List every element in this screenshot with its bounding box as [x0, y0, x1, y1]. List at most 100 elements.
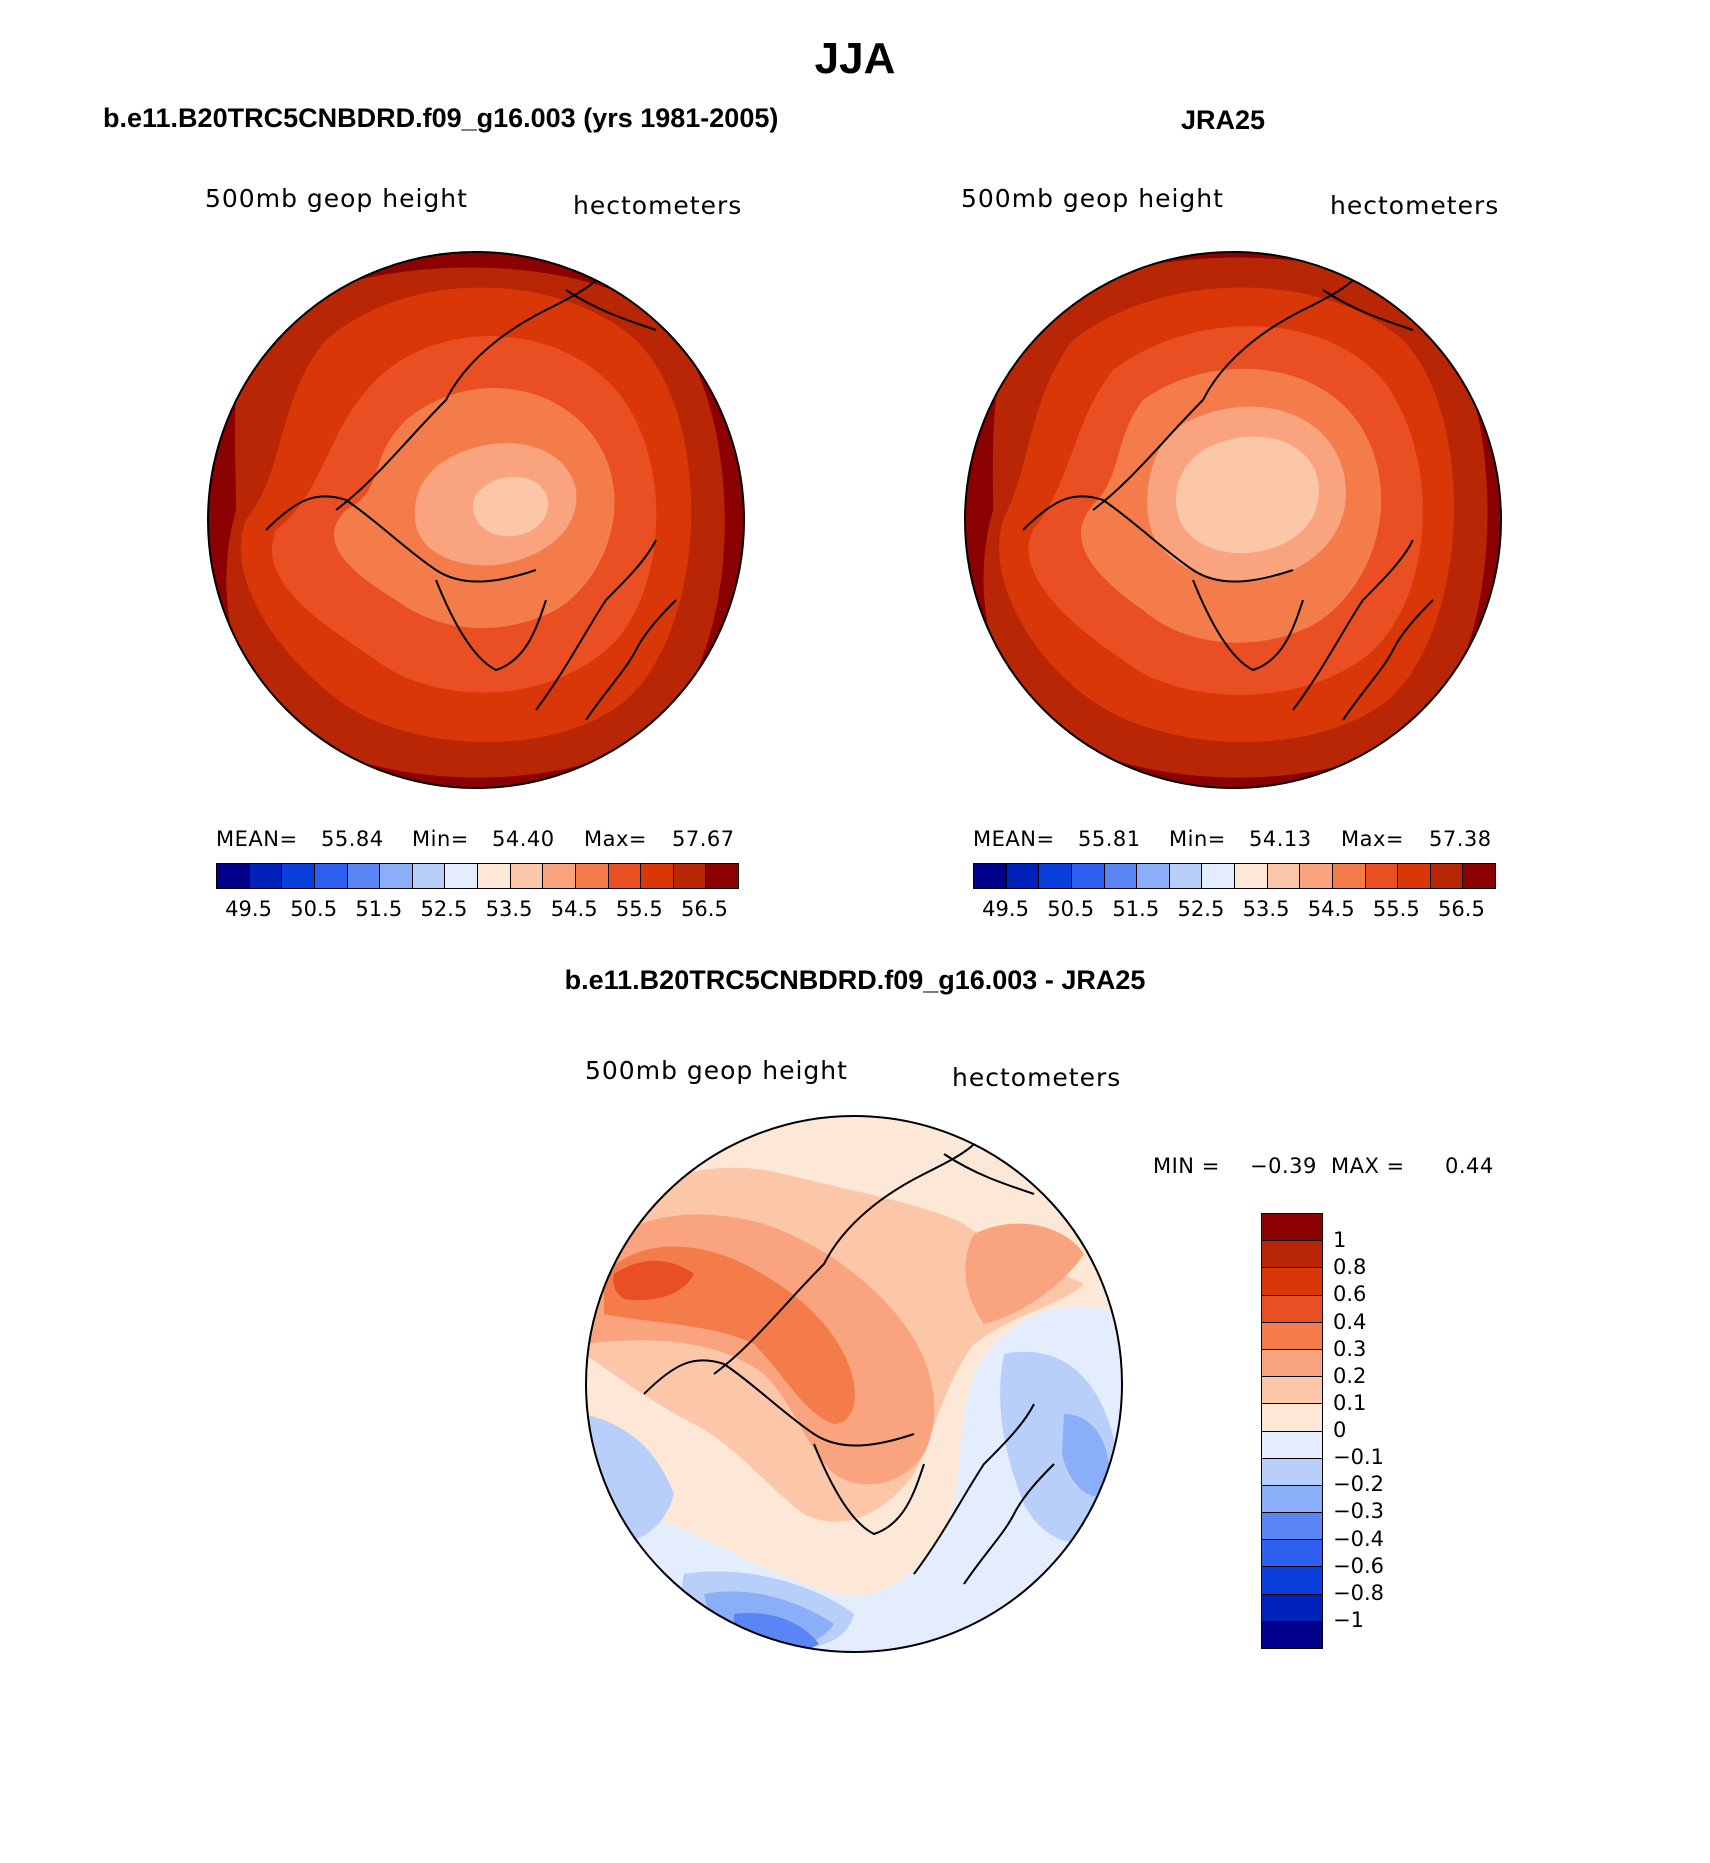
contour-0.2-east: [965, 1223, 1084, 1324]
colorbar-cell: [1262, 1295, 1322, 1323]
colorbar-cell: [1262, 1485, 1322, 1514]
colorbar-cell: [1262, 1404, 1322, 1432]
model-panel-title: b.e11.B20TRC5CNBDRD.f09_g16.003 (yrs 198…: [103, 103, 779, 133]
colorbar-tick-label: −0.2: [1333, 1472, 1384, 1497]
obs-panel-title: JRA25: [1181, 105, 1266, 135]
colorbar-cell: [1262, 1377, 1322, 1405]
obs-polar-map: [964, 251, 1502, 789]
colorbar-tick-label: 50.5: [1047, 897, 1095, 921]
model-units-label: hectometers: [573, 191, 743, 220]
colorbar-tick-label: 0.6: [1333, 1282, 1367, 1307]
obs-units-label: hectometers: [1330, 191, 1500, 220]
colorbar-cell: [380, 864, 413, 888]
colorbar-tick-label: −0.4: [1333, 1526, 1384, 1551]
obs-mean-value: 55.81: [1078, 827, 1141, 851]
contour-minus-0.1-east: [1000, 1351, 1122, 1544]
colorbar-cell: [608, 864, 642, 888]
coastlines: [265, 279, 712, 721]
colorbar-cell: [1235, 864, 1268, 888]
obs-max-value: 57.38: [1429, 827, 1492, 851]
colorbar-cell: [974, 864, 1007, 888]
model-polar-map: [207, 251, 745, 789]
diff-variable-label: 500mb geop height: [585, 1056, 848, 1085]
colorbar-cell: [1262, 1241, 1322, 1269]
colorbar-cell: [1262, 1594, 1322, 1622]
colorbar-cell: [314, 864, 348, 888]
model-max-label: Max=: [584, 827, 648, 851]
colorbar-tick-label: 56.5: [681, 897, 728, 921]
colorbar-tick-label: 55.5: [1372, 897, 1420, 921]
colorbar-tick-label: 53.5: [1242, 897, 1290, 921]
diff-panel-title: b.e11.B20TRC5CNBDRD.f09_g16.003 - JRA25: [564, 965, 1146, 995]
colorbar-cell: [1262, 1540, 1322, 1568]
colorbar-cell: [706, 864, 738, 888]
colorbar-tick-label: −0.1: [1333, 1445, 1384, 1470]
colorbar-tick-label: −1: [1333, 1607, 1364, 1632]
colorbar-cell: [1137, 864, 1170, 888]
colorbar-tick-label: 50.5: [290, 897, 338, 921]
colorbar-tick-label: 51.5: [355, 897, 403, 921]
colorbar-cell: [1071, 864, 1105, 888]
colorbar-tick-label: 1: [1333, 1228, 1347, 1253]
contour-54: [1175, 436, 1319, 554]
colorbar-tick-label: 0.3: [1333, 1336, 1367, 1361]
colorbar-tick-label: 49.5: [982, 897, 1029, 921]
colorbar-cell: [1039, 864, 1072, 888]
obs-min-value: 54.13: [1249, 827, 1312, 851]
colorbar-tick-label: 52.5: [1177, 897, 1225, 921]
colorbar-cell: [282, 864, 315, 888]
colorbar-cell: [217, 864, 250, 888]
diff-polar-map: [585, 1115, 1123, 1653]
colorbar-cell: [1430, 864, 1464, 888]
diff-min-label: MIN =: [1153, 1154, 1220, 1178]
colorbar-cell: [1262, 1621, 1322, 1648]
colorbar-cell: [1262, 1214, 1322, 1242]
colorbar-cell: [673, 864, 707, 888]
colorbar-tick-label: 0.4: [1333, 1309, 1367, 1334]
colorbar-cell: [1169, 864, 1203, 888]
diff-max-label: MAX =: [1331, 1154, 1405, 1178]
colorbar-tick-label: 52.5: [420, 897, 468, 921]
contour-minus-0.2-east: [1062, 1414, 1110, 1497]
colorbar-cell: [1262, 1513, 1322, 1541]
colorbar-tick-label: −0.3: [1333, 1499, 1384, 1524]
obs-variable-label: 500mb geop height: [961, 184, 1224, 213]
colorbar-cell: [1267, 864, 1301, 888]
colorbar-cell: [1006, 864, 1040, 888]
colorbar-cell: [347, 864, 381, 888]
obs-colorbar: [973, 863, 1496, 889]
colorbar-cell: [1262, 1322, 1322, 1350]
colorbar-cell: [1262, 1349, 1322, 1378]
colorbar-cell: [510, 864, 544, 888]
colorbar-cell: [445, 864, 478, 888]
model-min-label: Min=: [412, 827, 469, 851]
colorbar-tick-label: 0.8: [1333, 1255, 1367, 1280]
colorbar-cell: [1262, 1431, 1322, 1459]
obs-max-label: Max=: [1341, 827, 1405, 851]
model-mean-value: 55.84: [321, 827, 384, 851]
model-max-value: 57.67: [672, 827, 735, 851]
colorbar-tick-label: −0.8: [1333, 1580, 1384, 1605]
contour-54: [472, 476, 549, 537]
colorbar-tick-label: 0.2: [1333, 1363, 1367, 1388]
colorbar-cell: [1332, 864, 1366, 888]
colorbar-cell: [1463, 864, 1495, 888]
colorbar-cell: [1262, 1458, 1322, 1486]
figure-title: JJA: [814, 34, 896, 83]
obs-mean-label: MEAN=: [973, 827, 1055, 851]
colorbar-tick-label: −0.6: [1333, 1553, 1384, 1578]
colorbar-cell: [478, 864, 511, 888]
diff-max-value: 0.44: [1445, 1154, 1494, 1178]
diff-colorbar: [1261, 1213, 1323, 1649]
colorbar-tick-label: 53.5: [485, 897, 533, 921]
diff-units-label: hectometers: [952, 1063, 1122, 1092]
colorbar-cell: [1104, 864, 1138, 888]
colorbar-cell: [1262, 1567, 1322, 1595]
colorbar-tick-label: 0.1: [1333, 1390, 1367, 1415]
colorbar-tick-label: 56.5: [1438, 897, 1485, 921]
colorbar-tick-label: 49.5: [225, 897, 272, 921]
colorbar-cell: [1300, 864, 1333, 888]
obs-min-label: Min=: [1169, 827, 1226, 851]
colorbar-cell: [1262, 1268, 1322, 1296]
colorbar-tick-label: 0: [1333, 1418, 1347, 1442]
